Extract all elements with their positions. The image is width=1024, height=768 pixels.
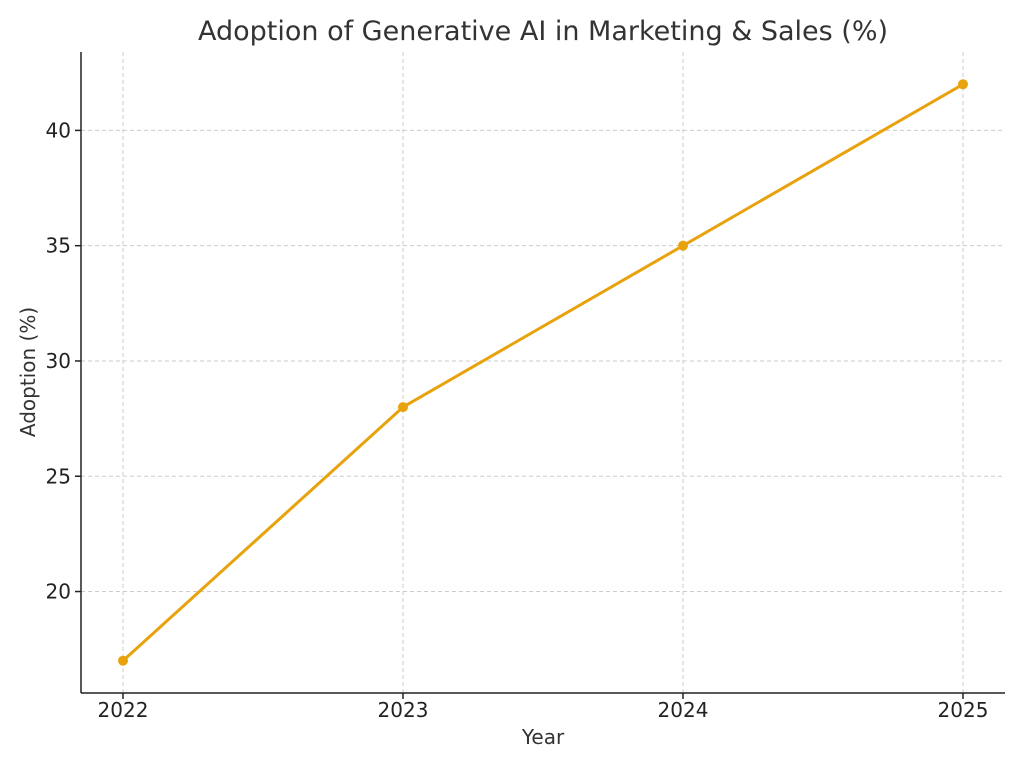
data-point — [118, 655, 128, 666]
data-point — [398, 402, 408, 413]
y-tick-label: 20 — [46, 580, 71, 604]
x-tick-label: 2025 — [938, 698, 989, 722]
y-tick-label: 35 — [46, 234, 71, 258]
x-tick-label: 2022 — [98, 698, 149, 722]
series — [118, 79, 968, 666]
x-axis-label: Year — [521, 725, 565, 749]
chart-title: Adoption of Generative AI in Marketing &… — [198, 16, 888, 47]
x-tick-label: 2023 — [378, 698, 429, 722]
grid — [81, 52, 1005, 693]
y-tick-label: 30 — [46, 349, 71, 373]
data-point — [678, 240, 688, 251]
y-axis-label: Adoption (%) — [16, 307, 40, 437]
axes — [80, 52, 1005, 694]
data-point — [958, 79, 968, 90]
series-line — [121, 82, 964, 662]
x-tick-label: 2024 — [658, 698, 709, 722]
y-tick-label: 40 — [46, 118, 71, 142]
y-tick-label: 25 — [46, 464, 71, 488]
